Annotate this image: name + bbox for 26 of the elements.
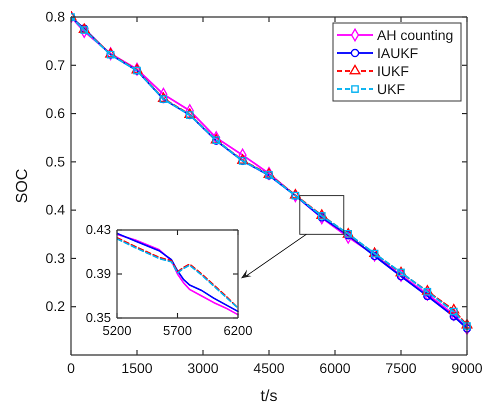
- x-tick-label: 6200: [224, 323, 252, 338]
- x-tick-label: 7500: [385, 360, 417, 376]
- y-tick-label: 0.7: [46, 56, 66, 73]
- y-axis-title: SOC: [14, 168, 31, 204]
- legend-label: AH counting: [377, 27, 454, 43]
- y-tick-label: 0.39: [86, 266, 111, 282]
- x-tick-label: 5700: [163, 323, 192, 338]
- x-tick-label: 5200: [102, 323, 132, 338]
- x-tick-label: 6000: [319, 360, 351, 376]
- legend-label: IUKF: [377, 63, 409, 79]
- y-tick-label: 0.4: [46, 202, 66, 218]
- y-tick-label: 0.35: [86, 310, 111, 326]
- x-tick-label: 4500: [253, 360, 285, 376]
- legend-label: UKF: [377, 81, 405, 97]
- legend-label: IAUKF: [377, 45, 418, 61]
- y-tick-label: 0.3: [46, 250, 66, 266]
- x-tick-label: 0: [67, 360, 76, 376]
- y-tick-label: 0.2: [46, 298, 66, 314]
- y-tick-label: 0.8: [46, 8, 66, 24]
- x-tick-label: 3000: [187, 360, 219, 376]
- x-axis-title: t/s: [260, 388, 278, 405]
- y-tick-label: 0.6: [46, 105, 66, 122]
- x-tick-label: 1500: [121, 360, 153, 376]
- y-tick-label: 0.5: [46, 153, 66, 170]
- x-tick-label: 9000: [451, 360, 483, 376]
- y-tick-label: 0.43: [86, 222, 111, 238]
